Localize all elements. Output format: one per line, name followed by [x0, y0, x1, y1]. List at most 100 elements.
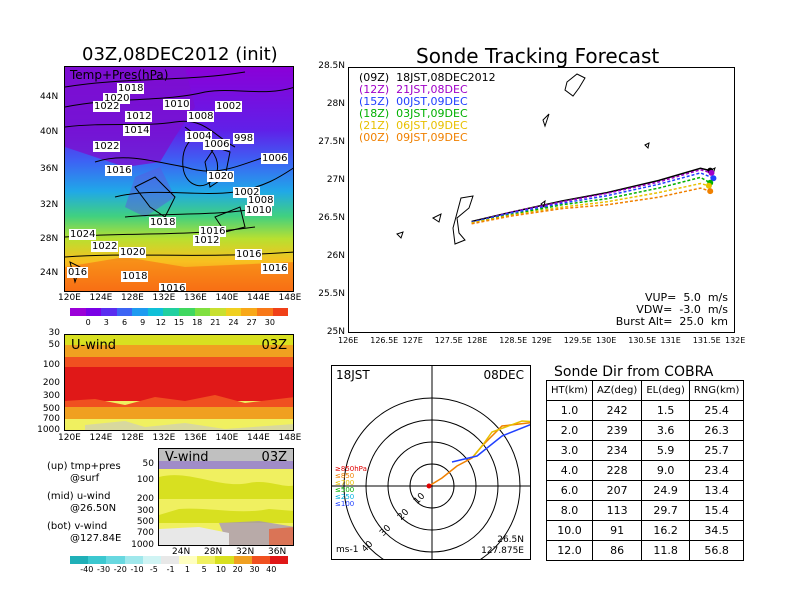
cobra-cell: 3.6 — [641, 420, 690, 441]
colorbar-swatch — [251, 556, 270, 564]
colorbar-tick: -20 — [113, 565, 127, 574]
cobra-cell: 8.0 — [546, 500, 593, 521]
cobra-cell: 207 — [591, 480, 643, 501]
isobar-label: 1016 — [105, 165, 133, 176]
isobar-label: 1016 — [159, 283, 187, 292]
track-lon-tick: 131.5E — [692, 336, 721, 345]
vwind-field — [159, 449, 293, 545]
cobra-row: 3.0 234 5.9 25.7 — [546, 440, 745, 461]
isobar-label: 1018 — [121, 271, 149, 282]
isobar-label: 1006 — [203, 139, 231, 150]
cobra-cell: 234 — [591, 440, 643, 461]
cobra-cell: 15.4 — [688, 500, 745, 521]
colorbar-swatch — [70, 556, 89, 564]
legend-note: (mid) u-wind — [47, 491, 111, 502]
uwind-xtick: 124E — [89, 433, 113, 443]
uwind-ytick: 500 — [42, 404, 60, 414]
colorbar-swatch — [179, 556, 198, 564]
track-lon-tick: 128E — [467, 336, 488, 345]
vwind-panel: V-wind 03Z — [158, 448, 294, 546]
track-lat-tick: 27.5N — [318, 137, 345, 147]
vwind-xtick: 32N — [236, 547, 255, 557]
cobra-cell: 239 — [591, 420, 643, 441]
track-legend-entry: (00Z) 09JST,09DEC — [359, 131, 468, 144]
colorbar-tick: 30 — [264, 318, 275, 327]
lat-tick: 36N — [40, 164, 59, 174]
uwind-ytick: 700 — [42, 414, 60, 424]
cobra-row: 12.0 86 11.8 56.8 — [546, 540, 745, 561]
colorbar-swatch — [106, 556, 125, 564]
colorbar-swatch — [269, 556, 289, 564]
track-lat-tick: 26N — [326, 251, 345, 261]
colorbar-tick: 21 — [210, 318, 221, 327]
colorbar-swatch — [197, 556, 216, 564]
polar-ring-label: 20 — [396, 507, 412, 523]
polar-date: 08DEC — [483, 368, 524, 382]
colorbar-swatch — [142, 556, 161, 564]
cobra-column-header: RNG(km) — [688, 380, 745, 401]
lat-tick: 32N — [40, 200, 59, 210]
vwind-ytick: 300 — [136, 506, 154, 516]
colorbar-tick: -10 — [130, 565, 144, 574]
cobra-table: HT(km) AZ(deg) EL(deg) RNG(km) 1.0 242 1.5 25.… — [546, 380, 745, 561]
isobar-label: 1010 — [245, 205, 273, 216]
colorbar-tick: 24 — [228, 318, 239, 327]
cobra-cell: 113 — [591, 500, 643, 521]
track-lon-tick: 130.5E — [628, 336, 657, 345]
track-legend-entry: (12Z) 21JST,08DEC — [359, 83, 468, 96]
colorbar-swatch — [147, 308, 164, 316]
colorbar-tick: -30 — [96, 565, 111, 574]
colorbar-tick: 15 — [173, 318, 185, 327]
cobra-cell: 1.5 — [641, 400, 690, 421]
isobar-label: 1022 — [93, 141, 121, 152]
lon-tick: 144E — [247, 293, 270, 303]
track-legend-entry: (15Z) 00JST,09DEC — [359, 95, 468, 108]
lon-tick: 132E — [152, 293, 176, 303]
cobra-cell: 242 — [591, 400, 643, 421]
colorbar-swatch — [241, 308, 257, 316]
cobra-cell: 4.0 — [546, 460, 593, 481]
polar-level: ≤250 — [335, 493, 355, 501]
cobra-column-header: AZ(deg) — [591, 380, 643, 401]
track-lat-tick: 25N — [326, 327, 345, 337]
colorbar-tick: 6 — [121, 318, 128, 327]
isobar-label: 1014 — [123, 125, 151, 136]
lon-tick: 140E — [215, 293, 239, 303]
legend-note-sub: @127.84E — [70, 533, 122, 544]
legend-note: (bot) v-wind — [47, 521, 108, 532]
track-lat-tick: 28.5N — [318, 61, 345, 71]
colorbar-swatch — [160, 556, 180, 564]
track-end-point — [705, 182, 712, 189]
lat-tick: 28N — [40, 234, 59, 244]
track-param: VDW= -3.0 m/s — [636, 303, 728, 316]
temp-colorbar — [70, 308, 289, 316]
track-lat-tick: 26.5N — [318, 213, 345, 223]
cobra-column-header: HT(km) — [546, 380, 593, 401]
track-series-line — [471, 187, 711, 225]
track-lon-tick: 131E — [660, 336, 681, 345]
cobra-cell: 5.9 — [641, 440, 690, 461]
cobra-cell: 86 — [591, 540, 643, 561]
vwind-ytick: 1000 — [131, 540, 154, 550]
track-map: (09Z) 18JST,08DEC2012 (12Z) 21JST,08DEC (1… — [348, 67, 735, 333]
colorbar-tick: -5 — [149, 565, 158, 574]
colorbar-swatch — [233, 556, 252, 564]
uwind-ytick: 100 — [42, 360, 60, 370]
temp-pres-map: 1018 1020 1022 1010 1002 1008 1012 1014 1004 998 1… — [64, 66, 294, 292]
track-lon-tick: 129E — [531, 336, 552, 345]
track-lat-tick: 27N — [326, 175, 345, 185]
vwind-xtick: 24N — [172, 547, 191, 557]
legend-note-sub: @26.50N — [70, 503, 117, 514]
uwind-xtick: 128E — [121, 433, 144, 443]
cobra-column-header: EL(deg) — [641, 380, 690, 401]
colorbar-swatch — [116, 308, 133, 316]
colorbar-tick: 10 — [215, 565, 227, 574]
track-lon-tick: 127E — [402, 336, 423, 345]
isobar-label: 1004 — [185, 131, 213, 142]
lat-tick: 40N — [40, 127, 59, 137]
track-series-line — [471, 167, 711, 223]
colorbar-tick: 30 — [249, 565, 260, 574]
uwind-time: 03Z — [261, 338, 287, 353]
colorbar-tick: 27 — [246, 318, 257, 327]
track-lon-tick: 129.5E — [563, 336, 592, 345]
